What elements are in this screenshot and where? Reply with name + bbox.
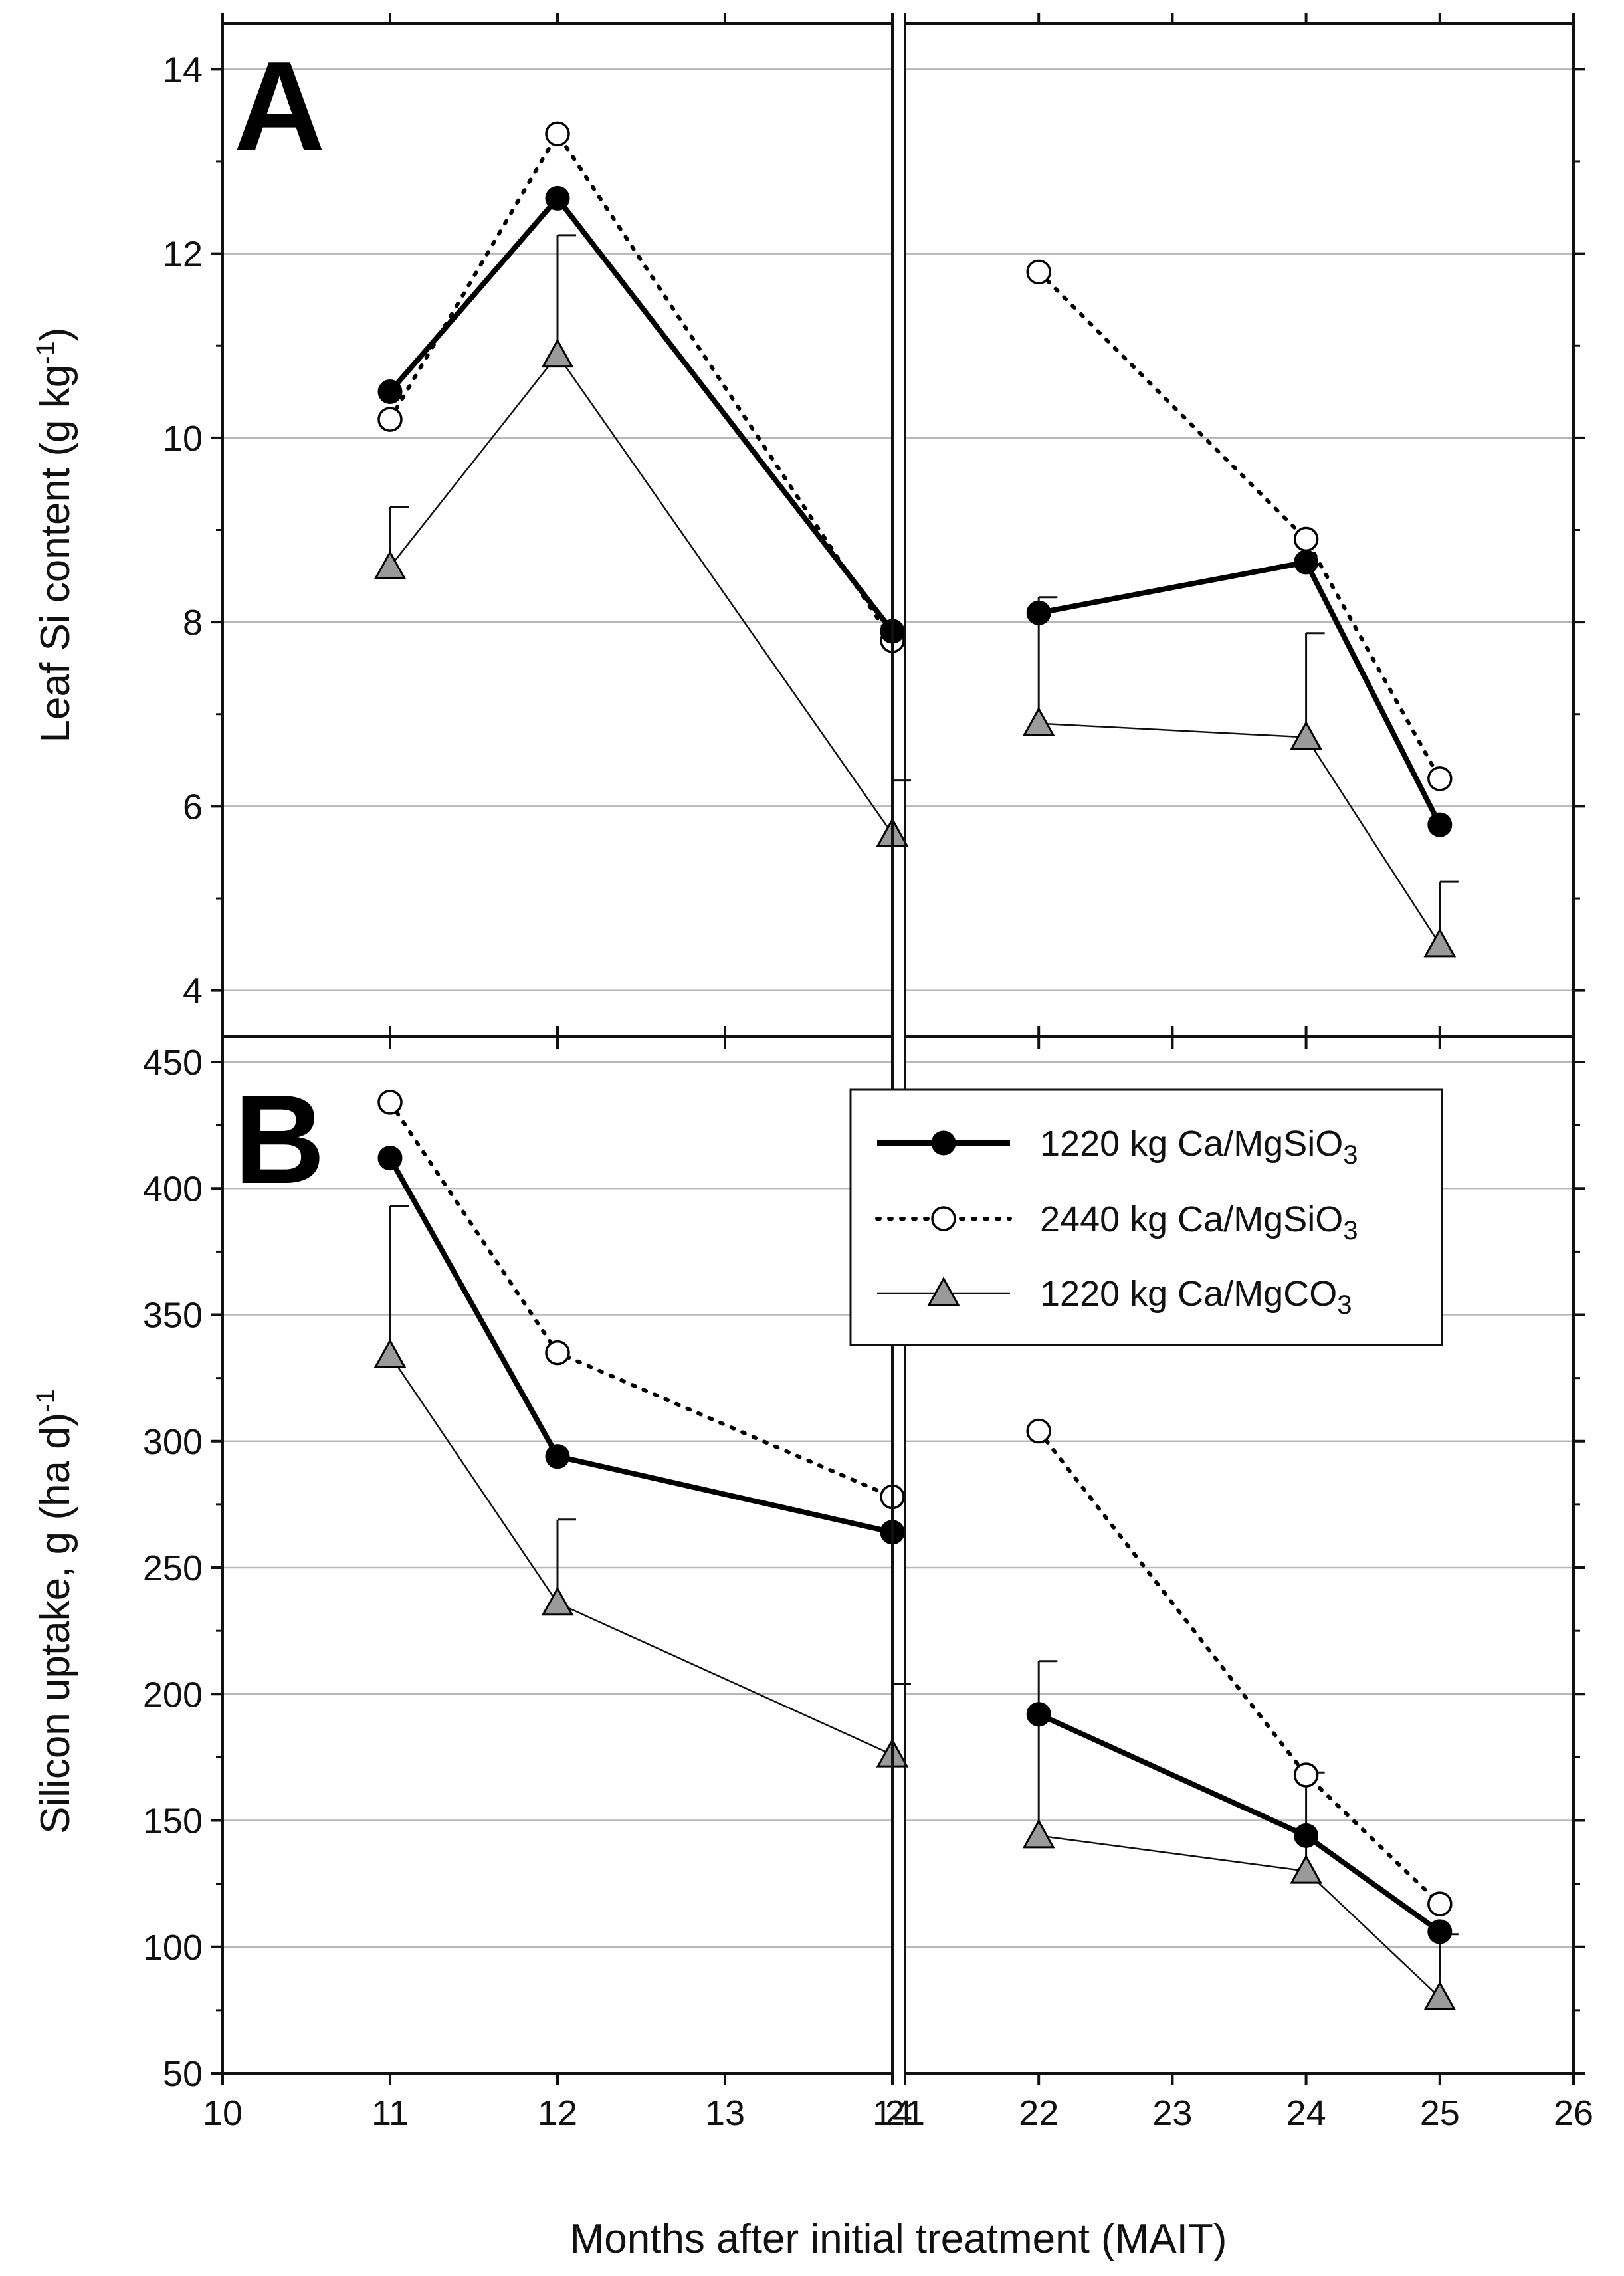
data-point-a-s1 — [1427, 766, 1453, 791]
series-line-a-2 — [389, 354, 894, 835]
panel-label-b: B — [234, 1069, 325, 1210]
data-point-a-s0 — [1427, 812, 1453, 837]
data-point-a-s2 — [1022, 706, 1055, 736]
data-point-b-s1 — [545, 1340, 570, 1366]
y-axis-title-b: Silicon uptake, g (ha d)-1 — [31, 1389, 78, 1834]
data-point-a-s2 — [1423, 928, 1457, 958]
plot-frame-b-right — [904, 1035, 1575, 2075]
y-tick-label-b: 350 — [143, 1296, 203, 1336]
data-point-a-s0 — [1294, 550, 1319, 575]
data-point-b-s1 — [1427, 1891, 1453, 1916]
data-point-a-s2 — [541, 338, 574, 368]
series-line-b-2 — [1039, 1835, 1441, 1998]
data-point-a-s2 — [373, 550, 407, 579]
legend-label-2: 1220 kg Ca/MgCO3 — [1040, 1274, 1352, 1320]
series-line-a-1 — [1037, 270, 1442, 781]
series-line-a-0 — [387, 195, 895, 633]
series-line-b-1 — [1037, 1429, 1442, 1907]
legend: 1220 kg Ca/MgSiO3 2440 kg Ca/MgSiO3 1220 k… — [849, 1088, 1443, 1346]
legend-label-1: 2440 kg Ca/MgSiO3 — [1040, 1199, 1358, 1245]
x-tick-label: 23 — [1152, 2093, 1192, 2133]
grid-layer — [223, 68, 1573, 2075]
series-line-a-1 — [388, 132, 894, 643]
data-point-b-s1 — [1026, 1418, 1051, 1444]
data-point-a-s1 — [545, 121, 570, 147]
data-point-b-s2 — [541, 1586, 574, 1616]
data-point-a-s0 — [1026, 600, 1051, 625]
x-tick-label: 10 — [203, 2093, 243, 2133]
y-tick-label-b: 50 — [163, 2054, 203, 2094]
series-line-a-2 — [1039, 722, 1441, 946]
data-point-b-s0 — [545, 1444, 570, 1469]
x-tick-label: 21 — [885, 2093, 925, 2133]
x-tick-label: 24 — [1286, 2093, 1326, 2133]
x-axis-title: Months after initial treatment (MAIT) — [570, 2216, 1227, 2262]
y-tick-label-b: 100 — [143, 1928, 203, 1968]
y-tick-label-a: 4 — [183, 972, 203, 1011]
x-tick-label: 26 — [1554, 2093, 1593, 2133]
data-point-b-s2 — [373, 1338, 407, 1368]
data-point-a-s1 — [377, 407, 403, 432]
y-tick-label-a: 14 — [163, 50, 203, 90]
data-point-b-s2 — [1423, 1980, 1457, 2010]
y-tick-label-b: 200 — [143, 1675, 203, 1714]
series-line-b-0 — [1037, 1712, 1442, 1934]
data-point-b-s2 — [1290, 1854, 1322, 1884]
y-tick-label-b: 300 — [143, 1422, 203, 1462]
data-point-a-s1 — [1026, 259, 1051, 285]
x-tick-label: 22 — [1019, 2093, 1059, 2133]
data-point-b-s2 — [1022, 1819, 1055, 1849]
series-layer — [373, 121, 1459, 2010]
y-tick-label-b: 400 — [143, 1169, 203, 1209]
plot-frame-a-right — [904, 22, 1575, 1038]
x-tick-label: 12 — [538, 2093, 577, 2133]
y-tick-label-a: 12 — [163, 235, 203, 274]
legend-marker-1 — [931, 1206, 956, 1231]
data-point-a-s0 — [545, 185, 570, 211]
y-tick-label-a: 6 — [183, 787, 203, 827]
data-point-a-s0 — [377, 379, 403, 405]
panel-label-a: A — [234, 36, 325, 177]
series-line-b-1 — [388, 1100, 894, 1499]
x-tick-label: 11 — [371, 2093, 409, 2133]
legend-marker-0 — [931, 1130, 956, 1156]
data-point-b-s1 — [377, 1090, 403, 1115]
legend-label-0: 1220 kg Ca/MgSiO3 — [1040, 1124, 1358, 1170]
data-point-b-s0 — [1026, 1702, 1051, 1727]
data-point-a-s1 — [1293, 526, 1319, 552]
legend-marker-2 — [927, 1277, 960, 1306]
y-tick-label-a: 8 — [183, 603, 203, 643]
y-tick-label-b: 150 — [143, 1802, 203, 1841]
frame-layer — [211, 13, 1585, 2085]
label-layer: 4 6 8 10 12 14 50 100 150 200 250 300 350 400 450 10 11 1… — [143, 50, 1593, 2133]
series-line-a-0 — [1038, 560, 1443, 826]
y-tick-label-b: 450 — [143, 1043, 203, 1083]
y-tick-label-a: 10 — [163, 419, 203, 459]
y-tick-label-b: 250 — [143, 1548, 203, 1588]
data-point-b-s0 — [1427, 1919, 1453, 1944]
data-point-a-s2 — [1290, 720, 1322, 750]
data-point-b-s0 — [377, 1146, 403, 1171]
x-tick-label: 13 — [705, 2093, 745, 2133]
x-tick-label: 14 — [872, 2093, 912, 2133]
x-tick-label: 25 — [1420, 2093, 1460, 2133]
y-axis-title-a: Leaf Si content (g kg-1) — [31, 328, 78, 743]
data-point-b-s0 — [1294, 1823, 1319, 1848]
data-point-b-s1 — [1293, 1762, 1319, 1788]
